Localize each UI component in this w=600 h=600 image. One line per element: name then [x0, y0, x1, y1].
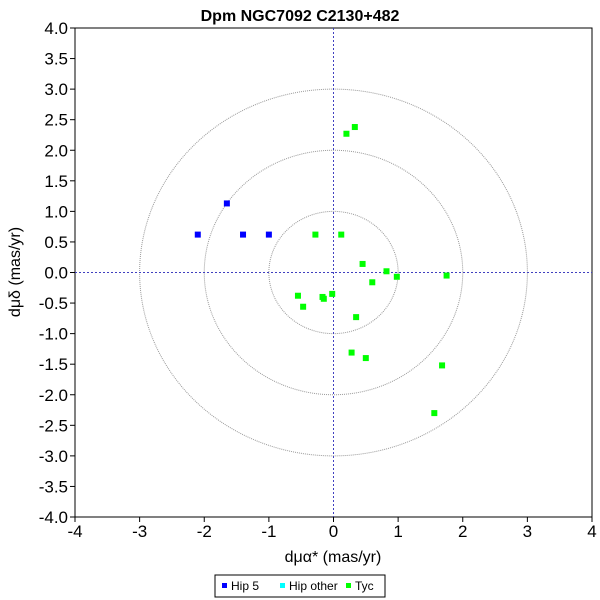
data-point — [240, 231, 247, 238]
data-point — [369, 279, 376, 286]
y-tick-label: -3.0 — [39, 447, 68, 466]
y-tick-label: 1.5 — [44, 172, 68, 191]
y-tick-label: 3.5 — [44, 50, 68, 69]
data-point — [294, 292, 301, 299]
y-tick-label: 3.0 — [44, 80, 68, 99]
y-tick-label: -2.0 — [39, 386, 68, 405]
data-point — [265, 231, 272, 238]
legend-swatch — [346, 583, 351, 588]
legend-label: Tyc — [355, 579, 374, 593]
data-point — [223, 200, 230, 207]
data-point — [320, 295, 327, 302]
data-point — [359, 260, 366, 267]
y-axis-ticks: -4.0 -3.5 -3.0 -2.5 -2.0 -1.5 -1.0 -0.5 0.0 0.5 1.… — [39, 19, 75, 527]
legend: Hip 5 Hip other Tyc — [214, 574, 386, 598]
y-tick-label: -3.5 — [39, 477, 68, 496]
data-point — [343, 130, 350, 137]
y-tick-label: -4.0 — [39, 508, 68, 527]
y-tick-label: 2.5 — [44, 111, 68, 130]
legend-swatch — [222, 583, 227, 588]
x-tick-label: -1 — [261, 522, 276, 541]
data-points — [194, 124, 450, 417]
data-point — [431, 410, 438, 417]
y-tick-label: 0.5 — [44, 233, 68, 252]
x-axis-ticks: -4 -3 -2 -1 0 1 2 3 4 — [67, 517, 597, 541]
y-tick-label: 1.0 — [44, 202, 68, 221]
data-point — [351, 124, 358, 131]
data-point — [329, 290, 336, 297]
chart-title: Dpm NGC7092 C2130+482 — [201, 8, 400, 25]
x-tick-label: 4 — [587, 522, 596, 541]
y-tick-label: -1.5 — [39, 355, 68, 374]
data-point — [194, 231, 201, 238]
x-tick-label: -4 — [67, 522, 82, 541]
legend-box — [214, 574, 386, 598]
data-point — [338, 231, 345, 238]
data-point — [393, 273, 400, 280]
data-point — [348, 349, 355, 356]
data-point — [353, 314, 360, 321]
y-tick-label: -2.5 — [39, 416, 68, 435]
zero-lines — [75, 28, 592, 517]
y-tick-label: 0.0 — [44, 264, 68, 283]
data-point — [439, 362, 446, 369]
legend-label: Hip other — [289, 579, 338, 593]
x-tick-label: -2 — [197, 522, 212, 541]
y-tick-label: 2.0 — [44, 141, 68, 160]
data-point — [300, 303, 307, 310]
x-tick-label: 1 — [393, 522, 402, 541]
data-point — [443, 272, 450, 279]
y-tick-label: -0.5 — [39, 294, 68, 313]
x-tick-label: -3 — [132, 522, 147, 541]
data-point — [312, 231, 319, 238]
x-tick-label: 3 — [523, 522, 532, 541]
legend-swatch — [280, 583, 285, 588]
data-point — [362, 355, 369, 362]
y-tick-label: -1.0 — [39, 325, 68, 344]
x-tick-label: 2 — [458, 522, 467, 541]
x-tick-label: 0 — [329, 522, 338, 541]
data-point — [383, 268, 390, 275]
legend-label: Hip 5 — [231, 579, 259, 593]
y-tick-label: 4.0 — [44, 19, 68, 38]
x-axis-title: dμα* (mas/yr) — [285, 549, 382, 566]
y-axis-title: dμδ (mas/yr) — [7, 227, 24, 317]
